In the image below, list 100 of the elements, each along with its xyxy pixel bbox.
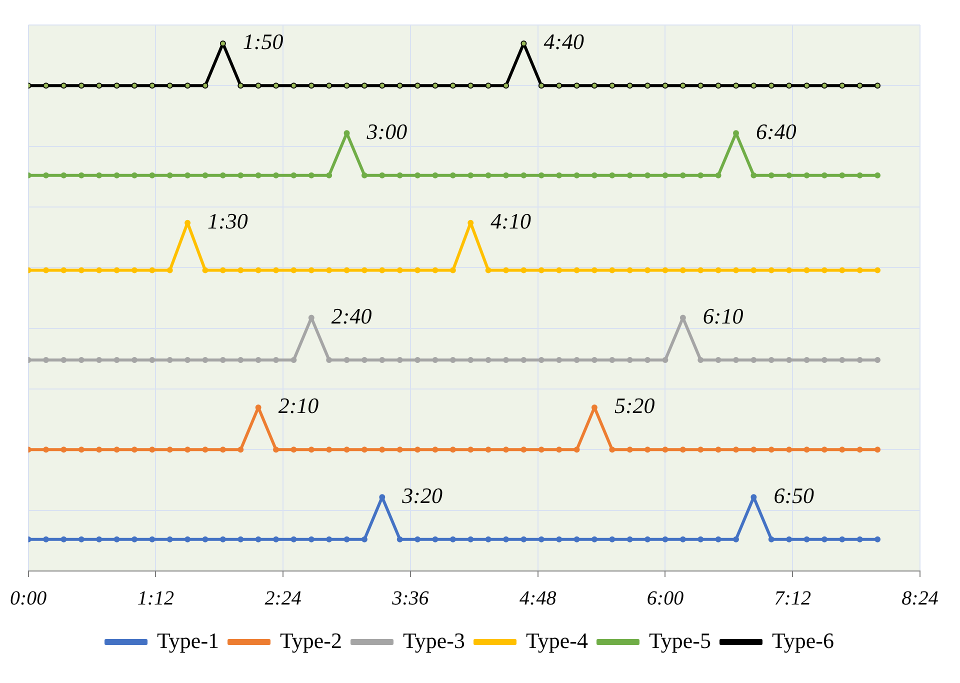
point: [768, 82, 774, 89]
point: [520, 536, 527, 542]
annotation: 4:40: [544, 29, 584, 54]
point: [344, 267, 350, 274]
point: [520, 172, 527, 178]
point: [821, 267, 828, 274]
point: [520, 356, 527, 363]
point: [60, 446, 67, 453]
point: [255, 536, 262, 542]
point: [414, 82, 421, 89]
point: [96, 446, 102, 453]
point: [609, 267, 616, 274]
point: [149, 267, 156, 274]
point: [662, 172, 668, 178]
point: [432, 82, 438, 89]
point: [361, 446, 368, 453]
point: [698, 446, 704, 453]
point: [856, 356, 863, 363]
point: [202, 82, 208, 89]
point: [609, 356, 616, 363]
point: [626, 446, 633, 453]
point: [468, 172, 474, 178]
point: [60, 356, 67, 363]
x-tick-label: 2:24: [264, 587, 302, 610]
point: [485, 267, 492, 274]
point: [238, 356, 244, 363]
point: [698, 536, 704, 542]
point: [556, 82, 562, 89]
point: [450, 536, 456, 542]
point: [556, 172, 562, 178]
point: [538, 536, 544, 542]
x-tick-label: 4:48: [520, 587, 556, 610]
annotation: 6:40: [756, 118, 796, 144]
point: [114, 82, 120, 89]
point: [856, 536, 863, 542]
point: [361, 82, 368, 89]
point: [344, 356, 350, 363]
point: [166, 267, 173, 274]
point: [662, 267, 668, 274]
point: [626, 356, 633, 363]
point: [698, 172, 704, 178]
point: [468, 536, 474, 542]
point: [574, 172, 580, 178]
point: [626, 267, 633, 274]
point: [839, 536, 846, 542]
point: [414, 267, 421, 274]
point: [450, 267, 456, 274]
point: [43, 267, 50, 274]
point: [538, 82, 544, 89]
annotation: 3:00: [366, 118, 408, 144]
point: [874, 82, 881, 89]
point: [255, 267, 262, 274]
point: [538, 172, 544, 178]
point: [78, 446, 84, 453]
point: [290, 356, 297, 363]
point: [856, 446, 863, 453]
point: [503, 536, 510, 542]
point: [750, 356, 757, 363]
point: [609, 82, 616, 89]
point: [202, 267, 208, 274]
point: [238, 536, 244, 542]
annotation: 2:40: [331, 304, 372, 329]
point: [149, 82, 156, 89]
point: [874, 356, 881, 363]
x-tick-label: 6:00: [646, 587, 684, 610]
point: [255, 356, 262, 363]
point: [503, 172, 510, 178]
point: [856, 82, 863, 89]
point: [149, 356, 156, 363]
point: [361, 172, 368, 178]
point: [78, 536, 84, 542]
point: [644, 172, 651, 178]
point: [396, 356, 403, 363]
point: [166, 536, 173, 542]
point: [379, 82, 386, 89]
annotation: 3:20: [401, 482, 442, 508]
point: [432, 267, 438, 274]
point: [750, 172, 757, 178]
point: [609, 172, 616, 178]
point: [662, 356, 668, 363]
point: [60, 82, 67, 89]
point: [574, 267, 580, 274]
point: [698, 267, 704, 274]
point: [414, 172, 421, 178]
point: [485, 536, 492, 542]
point: [220, 267, 226, 274]
point: [255, 82, 262, 89]
point: [468, 446, 474, 453]
point: [468, 82, 474, 89]
point: [591, 267, 598, 274]
legend-label: Type-3: [403, 628, 466, 653]
point: [503, 267, 510, 274]
point: [768, 446, 774, 453]
point: [680, 172, 686, 178]
point: [821, 446, 828, 453]
point: [644, 446, 651, 453]
annotation: 4:10: [490, 208, 531, 234]
point: [839, 356, 846, 363]
point: [786, 446, 792, 453]
point: [591, 172, 598, 178]
